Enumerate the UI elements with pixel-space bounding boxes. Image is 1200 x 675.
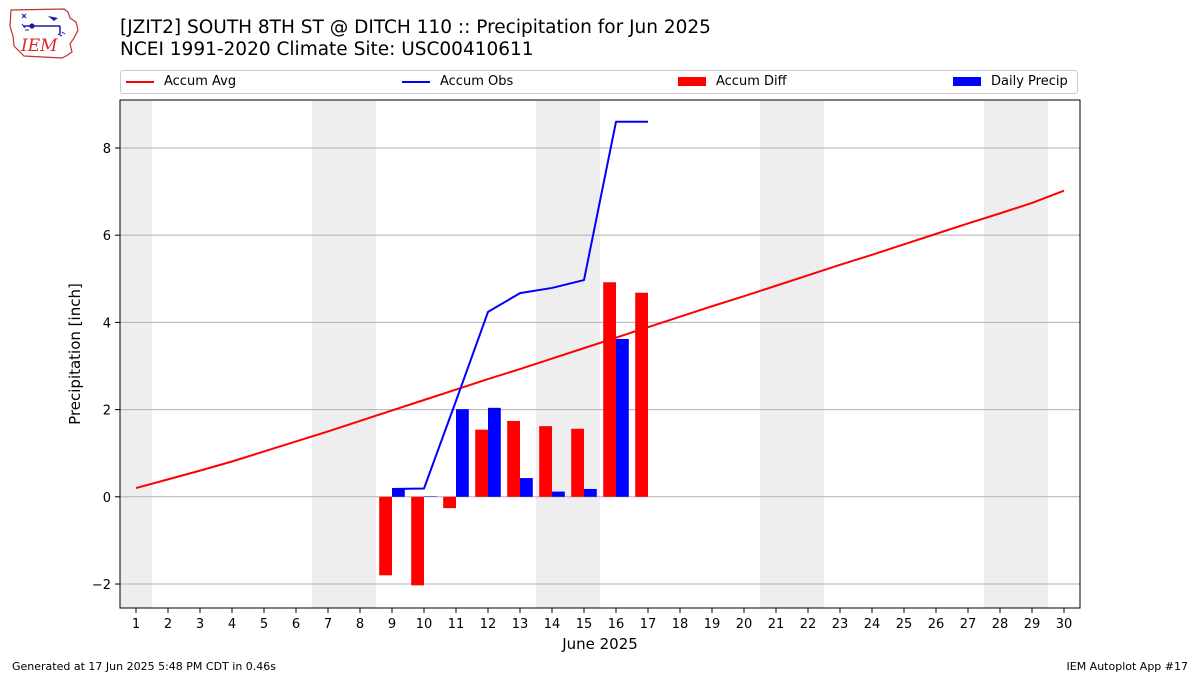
x-axis-label: June 2025 — [561, 635, 638, 653]
y-tick-label: 2 — [103, 404, 111, 419]
plot-frame — [119, 99, 1081, 609]
x-tick-label: 22 — [800, 617, 817, 632]
y-tick-label: −2 — [92, 578, 111, 593]
y-axis-ticks: −2 0 2 4 6 8 — [92, 142, 120, 593]
bar-daily-precip — [584, 488, 597, 497]
footer-generated: Generated at 17 Jun 2025 5:48 PM CDT in … — [12, 660, 277, 673]
legend: Accum Avg Accum Obs Accum Diff Daily Pre… — [120, 70, 1078, 94]
x-tick-label: 2 — [164, 617, 172, 632]
bar-accum-diff — [571, 428, 584, 497]
bar-accum-diff — [443, 496, 456, 509]
x-tick-label: 19 — [704, 617, 721, 632]
x-tick-label: 8 — [356, 617, 364, 632]
x-tick-label: 29 — [1024, 617, 1041, 632]
x-tick-label: 10 — [416, 617, 433, 632]
x-tick-label: 3 — [196, 617, 204, 632]
x-tick-label: 26 — [928, 617, 945, 632]
iem-logo: IEM — [9, 8, 79, 59]
legend-label-accum-obs: Accum Obs — [440, 74, 514, 89]
x-tick-label: 4 — [228, 617, 236, 632]
x-axis-ticks: 1 2 3 4 5 6 7 8 9 10 11 12 13 14 15 16 17 18 19 20 21 22 23 24 2… — [132, 608, 1072, 632]
bar-accum-diff — [411, 496, 424, 586]
legend-item-accum-avg: Accum Avg — [126, 74, 236, 89]
bar-accum-diff — [507, 420, 520, 497]
bar-accum-diff — [379, 496, 392, 576]
x-tick-label: 13 — [512, 617, 529, 632]
legend-item-daily-precip: Daily Precip — [953, 74, 1068, 89]
bar-daily-precip — [392, 488, 405, 497]
x-tick-label: 1 — [132, 617, 140, 632]
y-tick-label: 6 — [103, 229, 111, 244]
bar-daily-precip — [488, 407, 501, 497]
chart-subtitle: NCEI 1991-2020 Climate Site: USC00410611 — [120, 39, 534, 60]
bar-daily-precip — [456, 409, 469, 497]
footer-app: IEM Autoplot App #17 — [1066, 660, 1189, 673]
x-tick-label: 9 — [388, 617, 396, 632]
y-tick-label: 4 — [103, 316, 111, 331]
line-accum-avg — [135, 189, 1065, 490]
weekend-band — [312, 100, 376, 608]
legend-item-accum-diff: Accum Diff — [678, 74, 787, 89]
x-tick-label: 11 — [448, 617, 465, 632]
weekend-band — [984, 100, 1048, 608]
legend-label-daily-precip: Daily Precip — [991, 74, 1068, 89]
x-tick-label: 14 — [544, 617, 561, 632]
x-tick-label: 23 — [832, 617, 849, 632]
legend-swatch-accum-avg — [126, 80, 154, 83]
x-tick-label: 7 — [324, 617, 332, 632]
bar-accum-diff — [635, 292, 648, 497]
bars — [379, 282, 648, 586]
bar-accum-diff — [603, 282, 616, 497]
legend-swatch-accum-diff — [678, 77, 706, 86]
y-axis-label: Precipitation [inch] — [66, 283, 84, 425]
legend-swatch-daily-precip — [953, 77, 981, 86]
bar-daily-precip — [616, 338, 629, 497]
legend-label-accum-avg: Accum Avg — [164, 74, 237, 89]
logo-text: IEM — [20, 36, 58, 56]
x-tick-label: 28 — [992, 617, 1009, 632]
x-tick-label: 27 — [960, 617, 977, 632]
x-tick-label: 15 — [576, 617, 593, 632]
bar-accum-diff — [539, 426, 552, 497]
x-tick-label: 20 — [736, 617, 753, 632]
legend-label-accum-diff: Accum Diff — [716, 74, 787, 89]
line-accum-obs — [391, 120, 648, 490]
legend-item-accum-obs: Accum Obs — [402, 74, 513, 89]
x-tick-label: 24 — [864, 617, 881, 632]
weekend-band — [760, 100, 824, 608]
y-tick-label: 0 — [103, 491, 111, 506]
x-tick-label: 30 — [1056, 617, 1073, 632]
weekend-band — [120, 100, 152, 608]
bar-daily-precip — [520, 478, 533, 497]
legend-swatch-accum-obs — [402, 80, 430, 83]
weekend-shading — [120, 100, 1048, 608]
x-tick-label: 21 — [768, 617, 785, 632]
bar-accum-diff — [475, 429, 488, 497]
bar-daily-precip — [552, 491, 565, 497]
x-tick-label: 5 — [260, 617, 268, 632]
x-tick-label: 17 — [640, 617, 657, 632]
series-lines — [135, 120, 1065, 490]
x-tick-label: 16 — [608, 617, 625, 632]
x-tick-label: 12 — [480, 617, 497, 632]
x-tick-label: 6 — [292, 617, 300, 632]
x-tick-label: 18 — [672, 617, 689, 632]
x-tick-label: 25 — [896, 617, 913, 632]
y-tick-label: 8 — [103, 142, 111, 157]
gridlines — [120, 147, 1080, 585]
chart-title: [JZIT2] SOUTH 8TH ST @ DITCH 110 :: Prec… — [120, 17, 711, 38]
